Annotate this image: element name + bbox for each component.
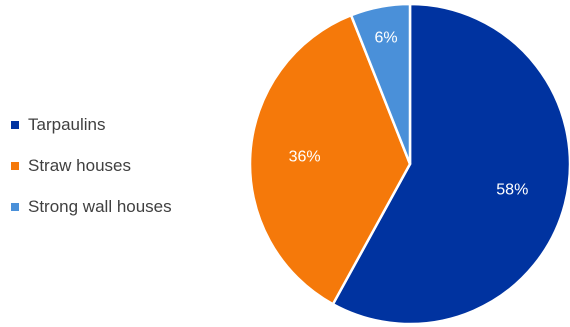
legend-item-tarpaulins: Tarpaulins — [11, 114, 172, 135]
legend-item-strong-wall-houses: Strong wall houses — [11, 196, 172, 217]
legend-label-straw-houses: Straw houses — [28, 155, 131, 175]
pie-slice-tarpaulins — [331, 2, 570, 326]
legend-label-tarpaulins: Tarpaulins — [28, 114, 106, 134]
legend-swatch-straw-houses — [11, 161, 19, 170]
data-label-strong-wall-houses: 6% — [374, 30, 397, 47]
pie-slice-straw-houses — [248, 13, 412, 306]
pie-slice-strong-wall-houses — [349, 2, 412, 166]
legend-swatch-strong-wall-houses — [11, 202, 19, 211]
data-label-straw-houses: 36% — [289, 149, 321, 166]
legend-swatch-tarpaulins — [11, 120, 19, 129]
legend-item-straw-houses: Straw houses — [11, 155, 172, 176]
data-label-tarpaulins: 58% — [496, 182, 528, 199]
legend: Tarpaulins Straw houses Strong wall hous… — [11, 114, 172, 217]
legend-label-strong-wall-houses: Strong wall houses — [28, 196, 172, 216]
